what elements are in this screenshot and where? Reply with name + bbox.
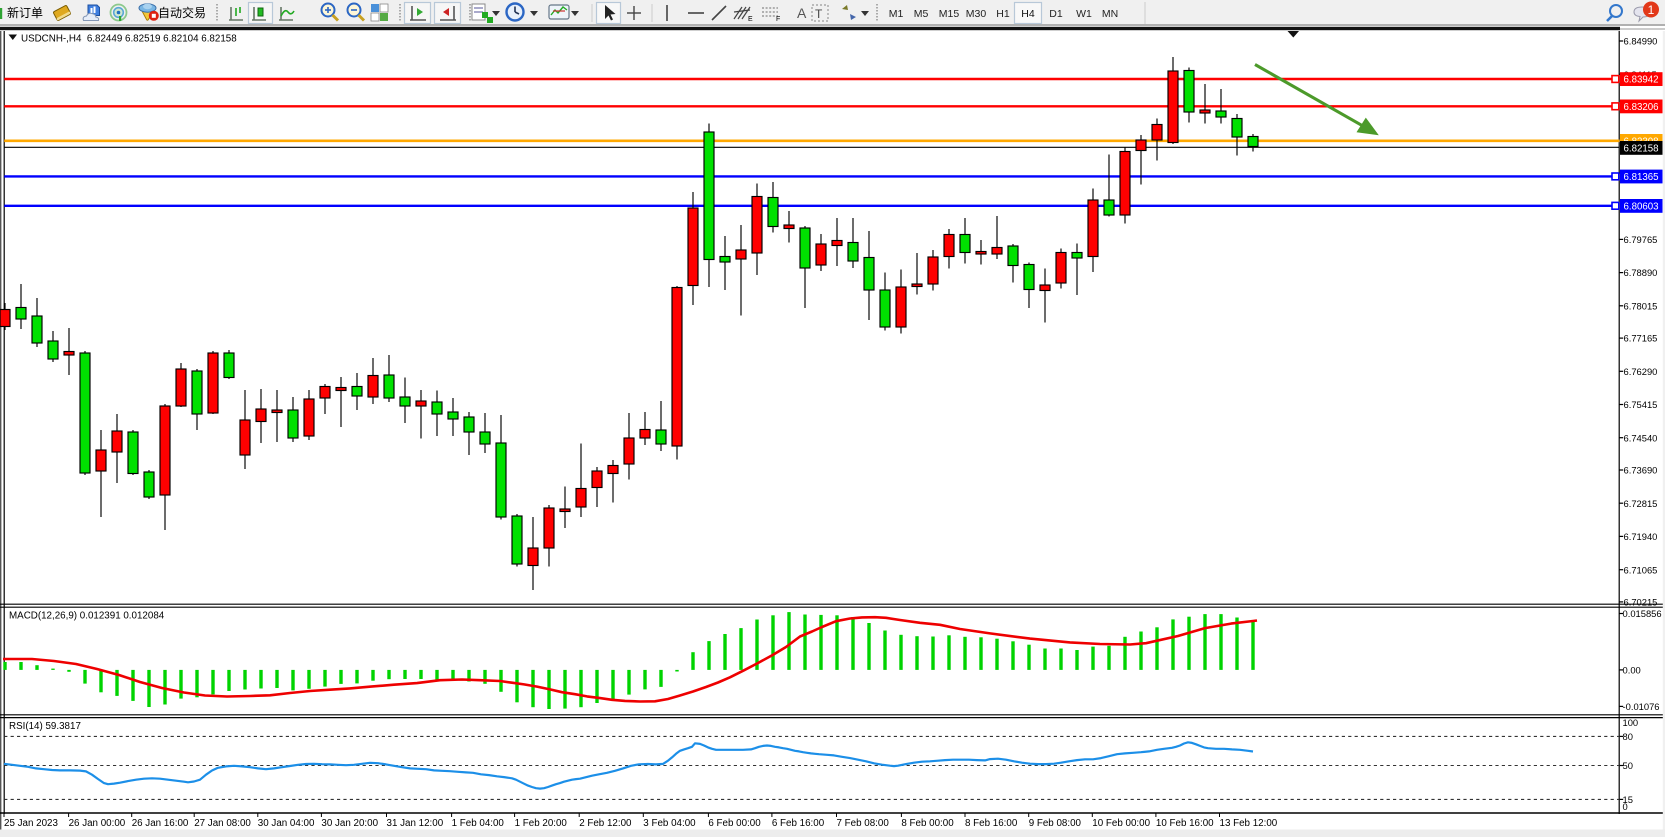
svg-text:8 Feb 00:00: 8 Feb 00:00 [901, 818, 954, 829]
svg-text:1: 1 [1648, 3, 1655, 17]
svg-text:31 Jan 12:00: 31 Jan 12:00 [387, 818, 444, 829]
svg-text:6.79765: 6.79765 [1624, 234, 1658, 245]
svg-text:MN: MN [1102, 8, 1118, 20]
svg-text:30 Jan 04:00: 30 Jan 04:00 [258, 818, 315, 829]
svg-text:W1: W1 [1076, 8, 1092, 20]
svg-text:M15: M15 [939, 8, 960, 20]
svg-text:27 Jan 08:00: 27 Jan 08:00 [194, 818, 251, 829]
svg-text:6.74540: 6.74540 [1624, 432, 1658, 443]
svg-text:6.80603: 6.80603 [1624, 201, 1659, 212]
svg-text:A: A [797, 5, 807, 21]
svg-text:100: 100 [1623, 717, 1639, 728]
svg-text:6.81365: 6.81365 [1624, 172, 1659, 183]
svg-text:6.75415: 6.75415 [1624, 399, 1658, 410]
svg-text:6.70215: 6.70215 [1624, 597, 1658, 608]
svg-text:2 Feb 12:00: 2 Feb 12:00 [579, 818, 632, 829]
svg-text:RSI(14) 59.3817: RSI(14) 59.3817 [9, 721, 81, 732]
svg-text:26 Jan 16:00: 26 Jan 16:00 [132, 818, 189, 829]
svg-text:9 Feb 08:00: 9 Feb 08:00 [1029, 818, 1082, 829]
svg-text:7 Feb 08:00: 7 Feb 08:00 [837, 818, 890, 829]
svg-text:6.71940: 6.71940 [1624, 531, 1658, 542]
svg-text:0.015856: 0.015856 [1623, 608, 1662, 619]
svg-text:80: 80 [1623, 731, 1633, 742]
svg-text:6.78015: 6.78015 [1624, 300, 1658, 311]
svg-text:H1: H1 [996, 8, 1010, 20]
svg-text:M30: M30 [966, 8, 987, 20]
svg-text:6 Feb 00:00: 6 Feb 00:00 [708, 818, 761, 829]
svg-text:1 Feb 20:00: 1 Feb 20:00 [515, 818, 568, 829]
svg-text:15: 15 [1623, 794, 1633, 805]
svg-text:6.73690: 6.73690 [1624, 465, 1658, 476]
svg-text:6.78890: 6.78890 [1624, 267, 1658, 278]
svg-text:0: 0 [1623, 801, 1628, 812]
svg-text:13 Feb 12:00: 13 Feb 12:00 [1220, 818, 1278, 829]
svg-text:H4: H4 [1021, 8, 1035, 20]
svg-text:6.82158: 6.82158 [1624, 143, 1659, 154]
svg-text:50: 50 [1623, 760, 1633, 771]
svg-text:0.00: 0.00 [1623, 665, 1641, 676]
svg-text:D1: D1 [1049, 8, 1063, 20]
svg-text:M5: M5 [914, 8, 929, 20]
svg-text:6.83942: 6.83942 [1624, 75, 1659, 86]
svg-text:MACD(12,26,9) 0.012391 0.01208: MACD(12,26,9) 0.012391 0.012084 [9, 611, 165, 622]
svg-text:6.84990: 6.84990 [1624, 36, 1658, 47]
svg-text:自动交易: 自动交易 [158, 5, 206, 20]
svg-text:10 Feb 00:00: 10 Feb 00:00 [1092, 818, 1150, 829]
svg-text:M1: M1 [889, 8, 904, 20]
svg-text:新订单: 新订单 [7, 5, 43, 20]
svg-text:1 Feb 04:00: 1 Feb 04:00 [452, 818, 505, 829]
svg-text:6 Feb 16:00: 6 Feb 16:00 [772, 818, 825, 829]
svg-text:E: E [748, 16, 753, 23]
svg-text:10 Feb 16:00: 10 Feb 16:00 [1156, 818, 1214, 829]
svg-text:6.76290: 6.76290 [1624, 366, 1658, 377]
svg-text:6.77165: 6.77165 [1624, 333, 1658, 344]
svg-text:3 Feb 04:00: 3 Feb 04:00 [643, 818, 696, 829]
svg-text:6.71065: 6.71065 [1624, 564, 1658, 575]
svg-text:USDCNH-,H4 6.82449 6.82519 6.: USDCNH-,H4 6.82449 6.82519 6.82104 6.821… [21, 34, 237, 45]
svg-text:6.72815: 6.72815 [1624, 498, 1658, 509]
svg-text:T: T [815, 7, 823, 21]
svg-text:26 Jan 00:00: 26 Jan 00:00 [69, 818, 126, 829]
svg-text:30 Jan 20:00: 30 Jan 20:00 [321, 818, 378, 829]
svg-text:8 Feb 16:00: 8 Feb 16:00 [965, 818, 1018, 829]
svg-text:6.83206: 6.83206 [1624, 102, 1659, 113]
svg-text:-0.01076: -0.01076 [1623, 701, 1660, 712]
svg-text:25 Jan 2023: 25 Jan 2023 [4, 818, 58, 829]
svg-text:F: F [776, 16, 780, 23]
